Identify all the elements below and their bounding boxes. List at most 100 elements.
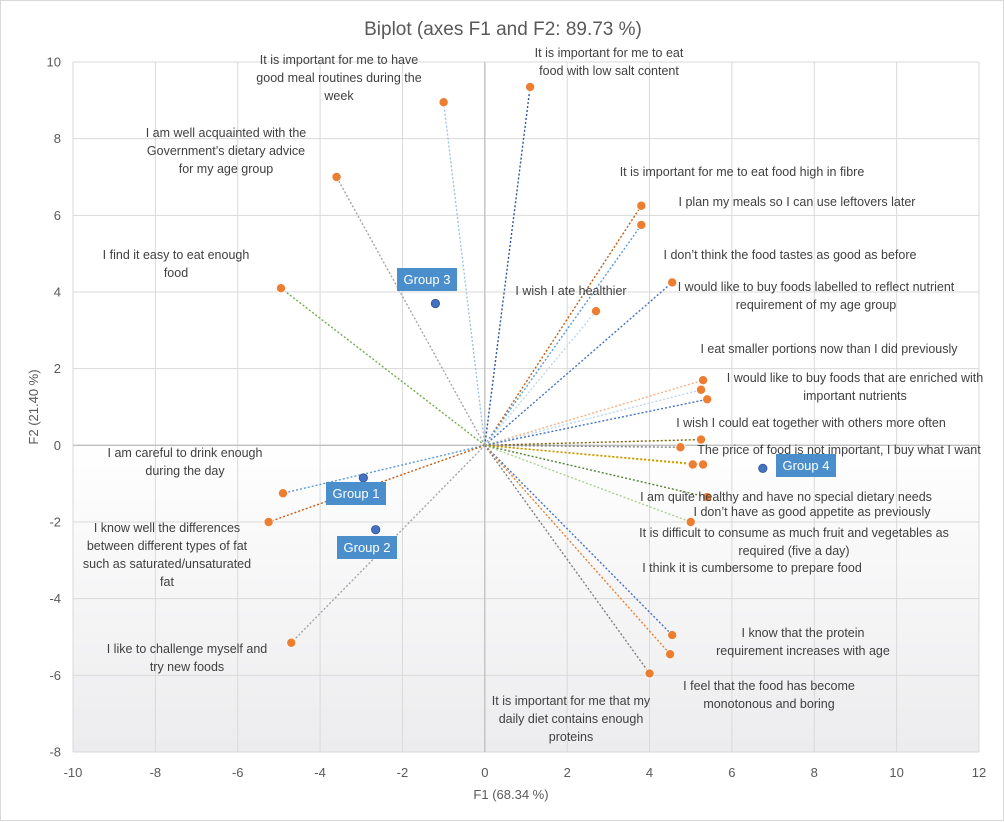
x-tick-label: 4 <box>646 765 653 780</box>
variable-point <box>667 630 678 641</box>
variable-label: I am quite healthy and have no special d… <box>640 490 932 504</box>
x-tick-label: 12 <box>972 765 986 780</box>
variable-vectors <box>268 86 708 674</box>
y-tick-label: 0 <box>54 438 61 453</box>
variable-point <box>696 384 707 395</box>
group-label: Group 3 <box>404 272 451 287</box>
group-point <box>358 473 368 483</box>
variable-vector <box>282 444 485 494</box>
y-tick-label: -8 <box>49 745 61 760</box>
variable-point <box>591 306 602 317</box>
variable-vector <box>484 444 704 466</box>
variable-vector <box>442 102 486 446</box>
variable-vector <box>484 86 531 446</box>
variable-point <box>687 459 698 470</box>
variable-vector <box>484 444 681 448</box>
variable-label: It is important for me to have good meal … <box>256 53 421 103</box>
variable-point <box>698 459 709 470</box>
variable-point <box>685 517 696 528</box>
variable-vector <box>280 287 486 446</box>
variable-label: I would like to buy foods that are enric… <box>727 371 983 403</box>
variable-label: I wish I ate healthier <box>515 284 626 298</box>
y-tick-label: 2 <box>54 361 61 376</box>
variable-label: I wish I could eat together with others … <box>676 416 946 430</box>
variable-point <box>278 488 289 499</box>
variable-point <box>675 442 686 453</box>
y-tick-label: -6 <box>49 668 61 683</box>
variable-point <box>438 97 449 108</box>
variable-label: I don’t think the food tastes as good as… <box>664 248 917 262</box>
variable-label: I don’t have as good appetite as previou… <box>694 505 932 519</box>
group-label-box <box>326 482 386 505</box>
variable-point <box>636 200 647 211</box>
plot-background <box>73 62 979 752</box>
y-tick-label: 10 <box>47 55 61 70</box>
group-point <box>430 298 440 309</box>
variable-vector <box>484 310 597 446</box>
group-label-box <box>397 268 457 291</box>
x-tick-label: 2 <box>564 765 571 780</box>
variable-point <box>698 375 709 386</box>
variable-label: I feel that the food has become monotonou… <box>683 679 855 711</box>
variable-point <box>702 492 713 503</box>
group-label-box <box>776 454 836 477</box>
variable-vector <box>484 438 702 447</box>
variable-label: It is important for me to eat food with l… <box>535 46 684 78</box>
group-point <box>758 463 768 473</box>
variable-label: I plan my meals so I can use leftovers l… <box>679 195 916 209</box>
annotations: It is important for me to have good meal … <box>83 46 983 744</box>
group-label-box <box>337 536 397 559</box>
variable-label: I am well acquainted with the Government’… <box>146 126 307 176</box>
y-axis-label: F2 (21.40 %) <box>26 369 41 444</box>
grid <box>72 61 980 753</box>
variable-vector <box>484 444 673 636</box>
variable-vector <box>484 389 702 447</box>
variable-label: It is important for me to eat food high … <box>620 165 865 179</box>
variable-point <box>665 649 676 660</box>
y-tick-label: 8 <box>54 131 61 146</box>
variable-point <box>525 81 536 92</box>
chart-title: Biplot (axes F1 and F2: 89.73 %) <box>364 19 642 40</box>
variable-point <box>263 517 274 528</box>
variable-point <box>702 394 713 405</box>
variable-vector <box>484 281 673 446</box>
group-label: Group 2 <box>344 540 391 555</box>
variable-point <box>275 283 286 294</box>
x-axis-label: F1 (68.34 %) <box>473 787 548 802</box>
variable-label: I know well the differences between diffe… <box>83 521 251 589</box>
variable-point <box>636 219 647 230</box>
variable-label: I would like to buy foods labelled to re… <box>678 280 955 312</box>
group-label: Group 1 <box>333 486 380 501</box>
variable-point <box>331 171 342 182</box>
y-tick-label: -2 <box>49 515 61 530</box>
variable-label: I eat smaller portions now than I did pr… <box>700 342 958 356</box>
group-label: Group 4 <box>783 458 830 473</box>
x-tick-label: -10 <box>64 765 83 780</box>
variable-point <box>644 668 655 679</box>
y-tick-label: 4 <box>54 285 61 300</box>
x-tick-label: 8 <box>811 765 818 780</box>
variable-label: I find it easy to eat enough food <box>103 248 250 280</box>
variable-label: It is difficult to consume as much fruit… <box>639 526 949 558</box>
variable-label: I am careful to drink enough during the d… <box>108 446 263 478</box>
y-tick-label: -4 <box>49 591 61 606</box>
group-point <box>371 525 381 535</box>
variable-point <box>286 637 297 648</box>
variable-point <box>667 277 678 288</box>
variable-point <box>696 434 707 445</box>
x-tick-label: -6 <box>232 765 244 780</box>
variable-vector <box>335 176 486 446</box>
x-tick-label: -2 <box>397 765 409 780</box>
variable-label: It is important for me that my daily diet… <box>492 694 651 744</box>
x-tick-label: 0 <box>481 765 488 780</box>
x-tick-label: 10 <box>889 765 903 780</box>
variable-label: The price of food is not important, I bu… <box>697 443 981 457</box>
variable-vector <box>484 444 651 674</box>
x-tick-label: 6 <box>728 765 735 780</box>
x-tick-label: -8 <box>150 765 162 780</box>
x-tick-label: -4 <box>314 765 326 780</box>
variable-vector <box>484 444 671 655</box>
y-tick-label: 6 <box>54 208 61 223</box>
